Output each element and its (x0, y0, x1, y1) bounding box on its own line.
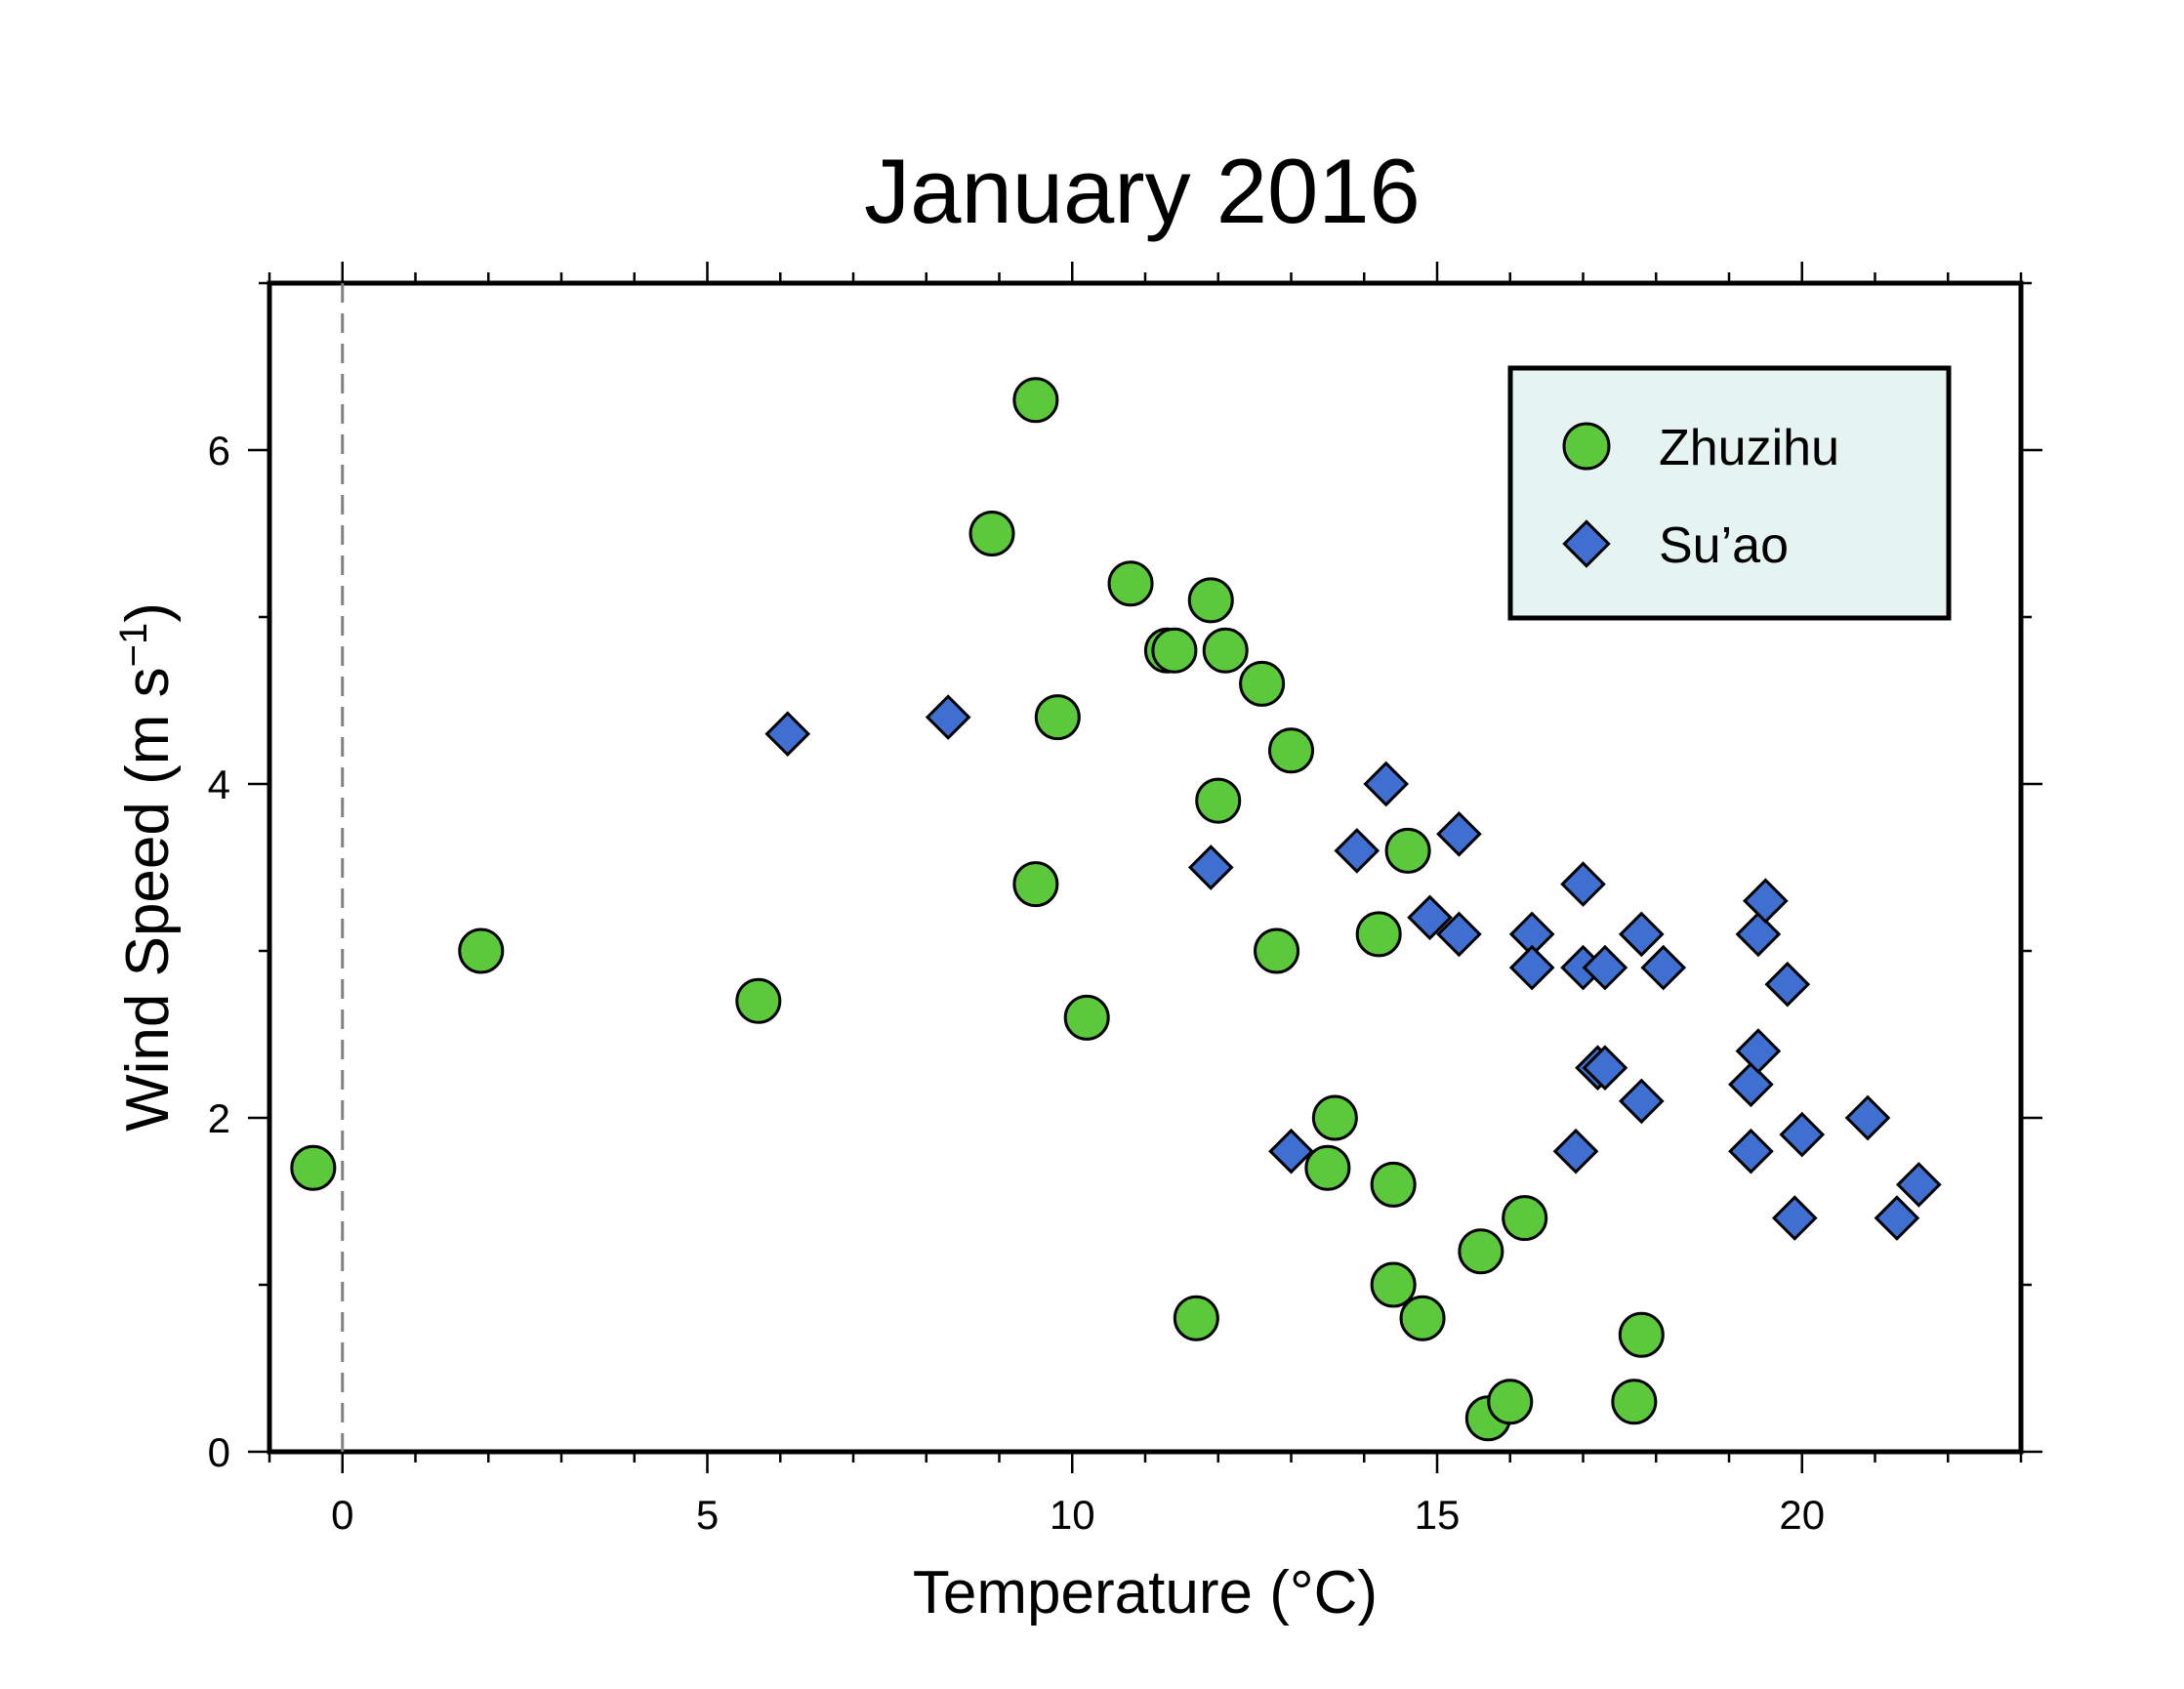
axis-ticks (248, 262, 2042, 1473)
suao-point (1728, 1128, 1774, 1174)
suao-point (1508, 944, 1555, 991)
zhuzihu-point (735, 977, 782, 1024)
y-tick-label: 2 (208, 1095, 230, 1141)
suao-point (1552, 1128, 1599, 1174)
suao-point (1618, 911, 1665, 958)
x-tick-label: 5 (696, 1492, 719, 1538)
x-tick-labels: 0 5 10 15 20 (331, 1492, 1825, 1538)
suao-point (1436, 810, 1482, 857)
zhuzihu-point (1107, 560, 1154, 607)
suao-point (1779, 1111, 1826, 1158)
suao-point (1771, 1195, 1818, 1241)
y-axis-label-superscript: −1 (112, 623, 155, 668)
legend-label-zhuzihu: Zhuzihu (1659, 420, 1839, 476)
legend-marker-suao (1562, 519, 1611, 568)
x-tick-label: 20 (1779, 1492, 1825, 1538)
suao-point (1874, 1195, 1920, 1241)
zhuzihu-point (1458, 1228, 1504, 1275)
suao-point (1407, 894, 1453, 941)
zhuzihu-point (1187, 577, 1234, 624)
suao-point (1764, 961, 1811, 1008)
zhuzihu-point (1618, 1311, 1665, 1358)
legend-box (1507, 365, 1952, 621)
zhuzihu-point (1195, 777, 1242, 824)
suao-point (1735, 1028, 1782, 1074)
x-axis-label: Temperature (°C) (913, 1559, 1378, 1627)
zhuzihu-point (1063, 994, 1110, 1041)
zhuzihu-point (1268, 727, 1314, 774)
zhuzihu-point (1502, 1195, 1548, 1242)
y-tick-label: 6 (208, 428, 230, 474)
zhuzihu-point (1355, 911, 1402, 958)
suao-point (1187, 844, 1234, 890)
zhuzihu-point (1311, 1094, 1358, 1141)
suao-point (1508, 911, 1555, 958)
zhuzihu-point (1370, 1161, 1417, 1208)
y-tick-label: 4 (208, 762, 230, 807)
suao-point (1735, 911, 1782, 958)
zhuzihu-point (1399, 1295, 1446, 1341)
suao-point (1582, 944, 1628, 991)
zhuzihu-point (1012, 377, 1059, 424)
suao-point (1618, 1078, 1665, 1125)
x-tick-label: 10 (1050, 1492, 1095, 1538)
suao-point (1640, 944, 1687, 991)
zhuzihu-point (1034, 694, 1081, 741)
data-points (290, 377, 1942, 1442)
suao-point (1582, 1045, 1628, 1092)
y-tick-label: 0 (208, 1429, 230, 1475)
suao-point (1268, 1128, 1314, 1174)
zhuzihu-point (1611, 1379, 1658, 1425)
suao-point (1363, 761, 1410, 807)
zhuzihu-point (1012, 861, 1059, 908)
zhuzihu-point (968, 511, 1015, 556)
zhuzihu-point (1239, 660, 1286, 707)
chart-title: January 2016 (864, 140, 1421, 242)
x-tick-label: 0 (331, 1492, 353, 1538)
zhuzihu-point (1384, 827, 1431, 874)
x-tick-label: 15 (1415, 1492, 1461, 1538)
legend-marker-zhuzihu (1562, 422, 1611, 471)
suao-point (764, 711, 811, 758)
y-axis-label-main: Wind Speed (m s (114, 667, 182, 1132)
suao-point (1436, 911, 1482, 958)
suao-point (1844, 1094, 1891, 1141)
zhuzihu-point (1487, 1379, 1534, 1425)
zhuzihu-point (1151, 627, 1198, 674)
zhuzihu-point (1304, 1144, 1351, 1191)
y-axis-label: Wind Speed (m s−1) (112, 602, 182, 1132)
suao-point (1896, 1162, 1942, 1208)
zhuzihu-point (1370, 1261, 1417, 1308)
zhuzihu-point (458, 927, 505, 974)
suao-point (1728, 1061, 1774, 1108)
suao-point (1334, 828, 1380, 874)
zhuzihu-point (1254, 927, 1300, 974)
suao-point (925, 694, 971, 740)
legend-label-suao: Su’ao (1659, 517, 1789, 574)
zhuzihu-point (290, 1144, 337, 1191)
suao-point (1743, 878, 1789, 925)
legend: Zhuzihu Su’ao (1507, 365, 1952, 621)
y-axis-label-end: ) (114, 602, 182, 623)
zhuzihu-point (1173, 1295, 1219, 1341)
zhuzihu-point (1202, 627, 1249, 674)
suao-point (1560, 861, 1606, 907)
y-tick-labels: 0 2 4 6 (208, 428, 230, 1475)
